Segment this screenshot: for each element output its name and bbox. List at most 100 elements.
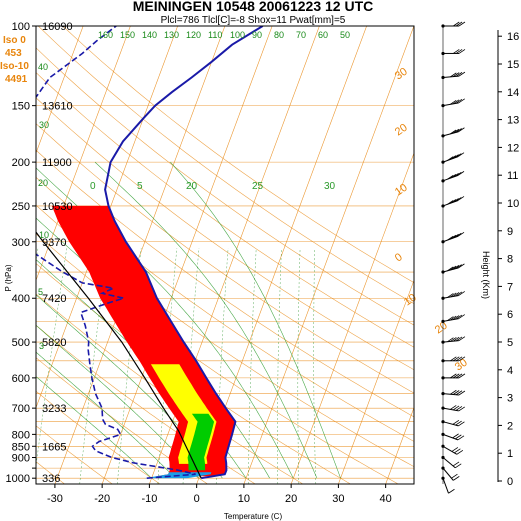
dry-adiabat-line: [62, 26, 414, 283]
wind-barb-flag: [451, 473, 458, 479]
iso0-value: 453: [5, 48, 22, 59]
dry-adiabat-label: 0: [393, 251, 405, 264]
wind-barb-flag: [452, 336, 460, 342]
wind-barb-flag: [452, 433, 459, 439]
iso10-label: Iso-10: [0, 61, 29, 72]
wind-barb-flag: [458, 373, 466, 379]
wind-barb-flag: [455, 264, 462, 269]
mixing-ratio-label: 80: [274, 30, 284, 40]
iso10-value: 4491: [5, 74, 28, 85]
height-label: 16090: [42, 21, 73, 33]
wind-barb-shaft: [442, 445, 458, 455]
wind-barb-column: [441, 21, 466, 494]
wind-barb-flag: [452, 390, 460, 395]
height-label: 11900: [42, 157, 72, 169]
y-tick-label: 150: [12, 101, 30, 113]
x-tick-label: 20: [285, 493, 297, 505]
wind-barb-flag: [452, 420, 460, 425]
wind-barb-flag: [452, 154, 459, 159]
wind-barb-flag: [458, 21, 466, 27]
wind-barb-flag: [453, 373, 460, 379]
wind-barb-flag: [455, 99, 463, 104]
wind-barb-flag: [446, 174, 454, 180]
wind-barb-flag: [453, 356, 460, 362]
y-tick-label: 300: [12, 237, 30, 249]
height-tick-label: 7: [507, 281, 513, 293]
y-tick-label: 400: [12, 293, 30, 305]
isotherm-line: [338, 279, 414, 484]
height-label: 9370: [42, 237, 66, 249]
wind-barb-flag: [450, 389, 457, 395]
wind-barb-flag: [447, 293, 454, 298]
wind-barb-flag: [458, 314, 465, 319]
moist-adiabat-label: 20: [186, 181, 198, 192]
wind-barb-flag: [449, 155, 457, 160]
mixing-ratio-line: [277, 248, 282, 484]
wind-barb-flag: [452, 72, 460, 77]
wind-barb-flag: [449, 234, 457, 240]
wind-barb-flag: [455, 434, 462, 440]
wind-barb-flag: [455, 153, 462, 158]
dry-adiabat-line: [36, 357, 208, 484]
wind-barb-flag: [449, 265, 457, 271]
wind-barb-flag: [458, 336, 466, 342]
y-tick-label: 800: [12, 429, 30, 441]
wind-barb-flag: [455, 72, 463, 77]
dry-adiabat-line: [36, 233, 399, 484]
x-tick-label: -30: [47, 493, 63, 505]
wind-barb-flag: [455, 49, 463, 54]
wind-barb-flag: [450, 356, 457, 362]
isotherm-line: [54, 26, 226, 484]
height-label: 5820: [42, 337, 66, 349]
wind-barb-flag: [452, 128, 460, 134]
wind-barb-flag: [455, 314, 463, 320]
height-tick-label: 2: [507, 420, 513, 432]
height-tick-label: 6: [507, 309, 513, 321]
wind-barb-flag: [455, 356, 463, 362]
dry-adiabat-line: [36, 97, 414, 371]
wind-barb-flag: [450, 337, 457, 342]
wind-barb-flag: [452, 99, 460, 105]
in-plot-labels: 1609013610119001053093707420582032331665…: [38, 21, 470, 485]
mixing-ratio-line: [36, 248, 68, 468]
wind-barb-flag: [455, 463, 462, 469]
height-label: 13610: [42, 101, 73, 113]
height-tick-label: 16: [507, 31, 519, 43]
mixing-ratio-label: 90: [252, 30, 262, 40]
mixing-ratio-line: [248, 248, 257, 484]
sounding-curves: [36, 26, 264, 480]
wind-barb-flag: [450, 292, 457, 298]
wind-barb-shaft: [442, 478, 449, 494]
height-label: 3233: [42, 403, 66, 415]
y-axis-label: P (hPa): [4, 264, 13, 291]
dry-adiabat-line: [36, 47, 414, 326]
stability-indices: Iso 0 453 Iso-10 4491: [0, 35, 29, 85]
wind-barb-flag: [447, 266, 454, 272]
wind-barb-flag: [455, 197, 462, 202]
axes: -30 -20 -10 0 10 20 30 401000900850800700600500…: [6, 21, 392, 505]
mixing-ratio-label: 120: [186, 30, 201, 40]
y-tick-label: 600: [12, 373, 30, 385]
wind-barb-flag: [452, 461, 460, 467]
y-tick-label: 850: [12, 441, 30, 453]
height-tick-label: 9: [507, 226, 513, 238]
moist-adiabat-line: [36, 376, 152, 479]
y-tick-label: 500: [12, 337, 30, 349]
dry-adiabat-line: [36, 425, 113, 484]
iso0-label: Iso 0: [3, 35, 26, 46]
wind-barb-flag: [457, 435, 465, 441]
wind-barb-flag: [453, 49, 460, 54]
isotherm-line: [243, 26, 414, 484]
y-tick-label: 250: [12, 201, 30, 213]
height-label: 7420: [42, 293, 66, 305]
height-tick-label: 8: [507, 254, 513, 266]
wind-barb-flag: [455, 291, 463, 297]
wind-barb-flag: [458, 71, 466, 77]
cape-area-green: [187, 413, 215, 471]
wind-barb-flag: [456, 449, 464, 455]
x-tick-label: 30: [332, 493, 344, 505]
x-tick-label: 40: [380, 493, 392, 505]
mixing-ratio-label: 100: [230, 30, 245, 40]
x-tick-label: 10: [238, 493, 250, 505]
